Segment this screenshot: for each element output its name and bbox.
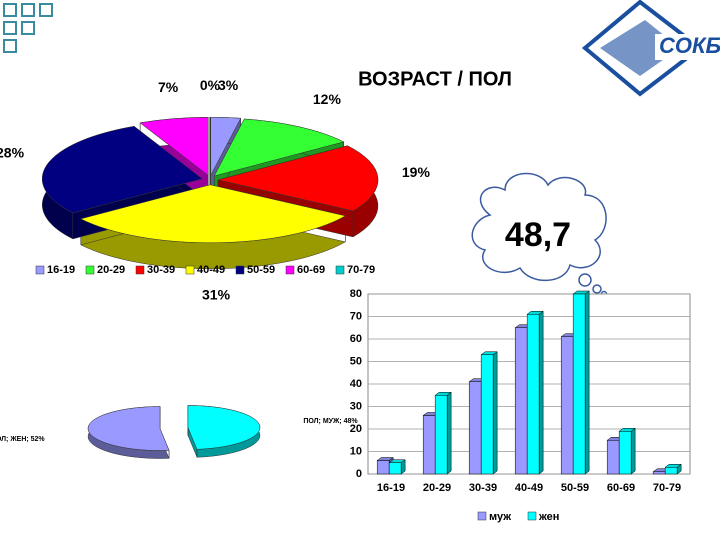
x-tick-label: 20-29 [423,482,451,494]
legend-label: муж [489,511,511,523]
y-tick-label: 10 [350,445,362,457]
data-label: 3% [218,77,239,93]
bar [652,471,666,475]
y-tick-label: 70 [350,310,362,322]
legend-label: 70-79 [347,264,375,276]
legend-label: жен [538,511,559,523]
y-tick-label: 60 [350,333,362,345]
data-label: 0% [200,77,221,93]
data-label: 7% [158,79,179,95]
data-label: 12% [313,91,342,107]
pie-slice [213,118,345,177]
pie-slice [42,126,203,214]
corner-decoration [3,3,53,53]
bar [376,460,390,475]
y-tick-label: 20 [350,423,362,435]
data-label: 19% [402,164,431,180]
legend-swatch [335,265,345,275]
bar [388,462,402,475]
pie-slice [217,145,379,212]
bar [526,314,540,475]
y-tick-label: 40 [350,378,362,390]
bar [434,395,448,475]
legend-label: 16-19 [47,264,75,276]
x-tick-label: 16-19 [377,482,405,494]
logo-text: СОКБ [659,33,720,58]
bar [480,354,494,475]
y-tick-label: 50 [350,355,362,367]
legend-label: 40-49 [197,264,225,276]
legend-label: 20-29 [97,264,125,276]
bar-side [630,427,636,475]
legend-swatch [285,265,295,275]
bar [468,381,482,475]
thought-bubble [471,172,608,298]
data-label: ПОЛ; ЖЕН; 52% [0,436,45,443]
bar [514,327,528,475]
bar-side [538,310,544,475]
callout-text: 48,7 [505,216,571,254]
bar-side [492,351,498,475]
legend-label: 30-39 [147,264,175,276]
pie-slice [187,405,261,450]
legend-swatch [135,265,145,275]
legend-swatch [527,511,537,521]
bar [664,467,678,475]
x-tick-label: 70-79 [653,482,681,494]
y-tick-label: 80 [350,288,362,300]
legend-swatch [185,265,195,275]
legend-label: 60-69 [297,264,325,276]
y-tick-label: 0 [356,468,362,480]
legend-label: 50-59 [247,264,275,276]
x-tick-label: 60-69 [607,482,635,494]
pie-slice [80,184,347,244]
legend-swatch [477,511,487,521]
bar [606,440,620,475]
data-label: 31% [202,287,231,303]
bar [422,415,436,475]
data-label: ПОЛ; МУЖ; 48% [303,418,358,425]
bar-side [446,391,452,475]
pie-slice [139,117,209,176]
pie-slice [210,116,242,176]
legend-swatch [235,265,245,275]
bar-side [584,290,590,475]
bar [572,293,586,475]
x-tick-label: 50-59 [561,482,589,494]
legend-swatch [85,265,95,275]
logo: СОКБ [581,0,720,97]
x-tick-label: 30-39 [469,482,497,494]
slide-title: ВОЗРАСТ / ПОЛ [358,68,512,90]
bar [618,431,632,475]
data-label: 28% [0,144,25,160]
legend-swatch [35,265,45,275]
bar [560,336,574,475]
pie-slice [87,406,170,451]
x-tick-label: 40-49 [515,482,543,494]
y-tick-label: 30 [350,400,362,412]
